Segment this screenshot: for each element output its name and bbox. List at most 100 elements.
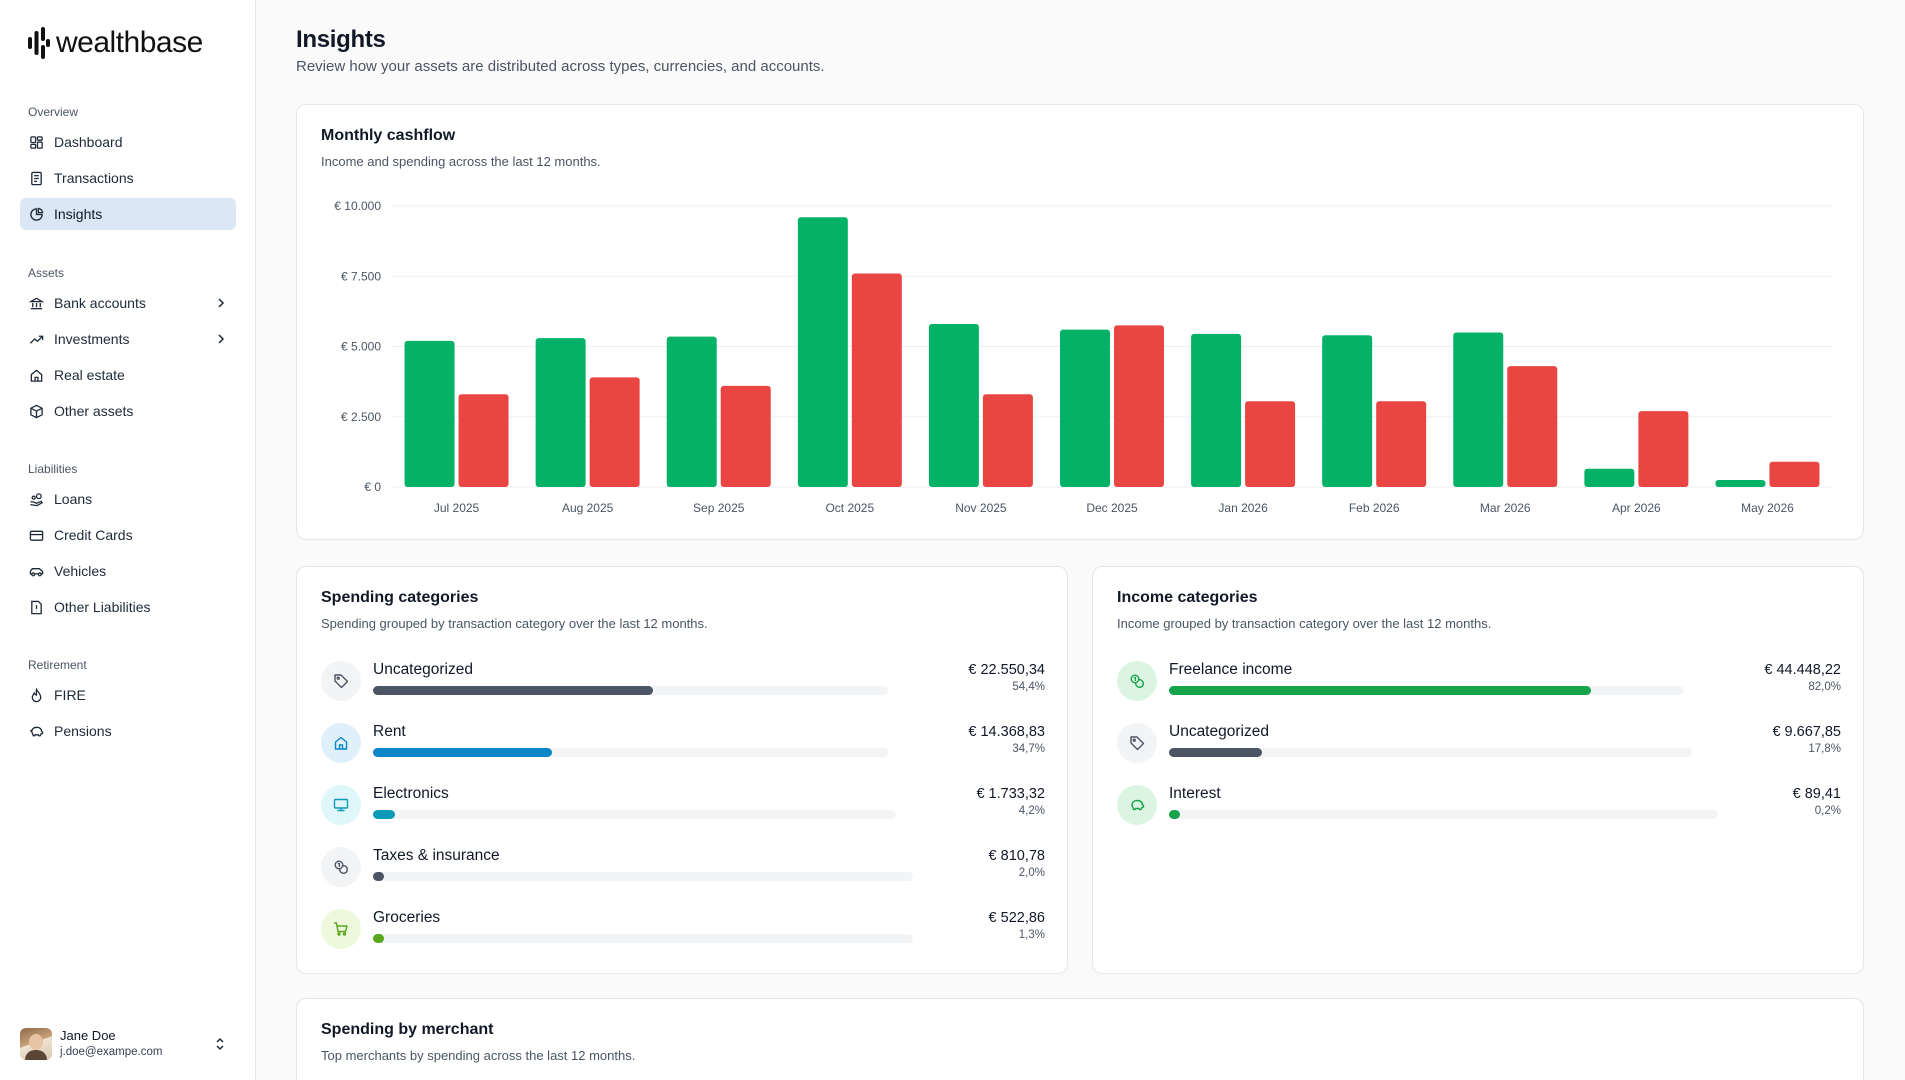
sidebar-item-transactions[interactable]: Transactions [20, 162, 236, 194]
category-name: Taxes & insurance [373, 847, 500, 864]
income-bar [666, 336, 717, 487]
nav-group-retirement: Retirement FIRE Pensions [20, 655, 236, 747]
category-bar-track [373, 934, 913, 943]
nav-group-overview: Overview Dashboard Transactions Insights [20, 102, 236, 230]
category-amount: € 44.448,22 [1764, 662, 1841, 678]
chevrons-up-down-icon[interactable] [212, 1036, 228, 1052]
spending-category-list: Uncategorized € 22.550,34 54,4% Rent € 14.36… [321, 661, 1045, 971]
sidebar-item-bank-accounts[interactable]: Bank accounts [20, 287, 236, 319]
hand-coins-icon [28, 491, 44, 507]
x-tick-label: Sep 2025 [693, 501, 745, 515]
x-tick-label: Dec 2025 [1086, 501, 1138, 515]
sidebar-item-label: Other assets [54, 403, 134, 419]
spending-bar [1245, 401, 1296, 487]
category-row[interactable]: Groceries € 522,86 1,3% [321, 909, 1045, 971]
sidebar-item-investments[interactable]: Investments [20, 323, 236, 355]
category-percent: 82,0% [1808, 681, 1841, 693]
income-bar [1322, 335, 1373, 487]
category-row[interactable]: Electronics € 1.733,32 4,2% [321, 785, 1045, 847]
nav-heading: Assets [28, 266, 65, 280]
category-amount: € 522,86 [988, 910, 1045, 926]
category-row[interactable]: Uncategorized € 22.550,34 54,4% [321, 661, 1045, 723]
monitor-icon [321, 785, 361, 825]
sidebar-item-credit-cards[interactable]: Credit Cards [20, 519, 236, 551]
sidebar-item-vehicles[interactable]: Vehicles [20, 555, 236, 587]
category-percent: 34,7% [1012, 743, 1045, 755]
sidebar-item-label: Other Liabilities [54, 599, 151, 615]
bank-icon [28, 295, 44, 311]
spending-by-merchant-card: Spending by merchant Top merchants by sp… [296, 998, 1864, 1080]
user-menu[interactable]: Jane Doe j.doe@exampe.com [20, 1026, 236, 1062]
piggy-bank-icon [28, 723, 44, 739]
income-bar [404, 340, 455, 487]
income-bar [1453, 332, 1504, 487]
spending-bar [982, 394, 1033, 487]
tag-icon [1117, 723, 1157, 763]
sidebar-item-real-estate[interactable]: Real estate [20, 359, 236, 391]
sidebar-item-label: Dashboard [54, 134, 123, 150]
y-tick-label: € 2.500 [341, 410, 381, 424]
category-row[interactable]: Rent € 14.368,83 34,7% [321, 723, 1045, 785]
file-alert-icon [28, 599, 44, 615]
income-bar [1060, 329, 1110, 487]
sidebar-item-label: FIRE [54, 687, 86, 703]
category-amount: € 810,78 [988, 848, 1045, 864]
category-bar-track [1169, 748, 1692, 757]
category-row[interactable]: Interest € 89,41 0,2% [1117, 785, 1841, 847]
category-bar-fill [1169, 810, 1180, 819]
sidebar-item-pensions[interactable]: Pensions [20, 715, 236, 747]
sidebar: wealthbase Overview Dashboard Transactio… [0, 0, 256, 1080]
car-icon [28, 563, 44, 579]
x-tick-label: May 2026 [1741, 501, 1794, 515]
spending-bar [1114, 325, 1164, 487]
sidebar-item-fire[interactable]: FIRE [20, 679, 236, 711]
y-tick-label: € 7.500 [341, 269, 381, 283]
sidebar-item-other-assets[interactable]: Other assets [20, 395, 236, 427]
category-name: Rent [373, 723, 406, 740]
card-subtitle: Top merchants by spending across the las… [321, 1048, 636, 1063]
category-bar-fill [373, 686, 653, 695]
page-subtitle: Review how your assets are distributed a… [296, 58, 825, 75]
user-name: Jane Doe [60, 1028, 116, 1043]
receipt-icon [28, 170, 44, 186]
income-bar [1715, 479, 1766, 487]
card-subtitle: Spending grouped by transaction category… [321, 616, 708, 631]
category-bar-fill [373, 934, 384, 943]
card-title: Spending by merchant [321, 1021, 494, 1038]
home-icon [321, 723, 361, 763]
category-row[interactable]: Taxes & insurance € 810,78 2,0% [321, 847, 1045, 909]
sidebar-item-label: Investments [54, 331, 130, 347]
income-bar [535, 338, 586, 487]
chevron-right-icon[interactable] [214, 296, 228, 310]
brand-name: wealthbase [56, 26, 203, 59]
category-name: Freelance income [1169, 661, 1293, 678]
category-bar-fill [1169, 748, 1263, 757]
category-row[interactable]: Freelance income € 44.448,22 82,0% [1117, 661, 1841, 723]
card-subtitle: Income and spending across the last 12 m… [321, 154, 601, 169]
sidebar-item-label: Bank accounts [54, 295, 146, 311]
sidebar-item-label: Pensions [54, 723, 112, 739]
cart-icon [321, 909, 361, 949]
card-title: Spending categories [321, 589, 479, 606]
category-percent: 2,0% [1018, 867, 1045, 879]
category-name: Electronics [373, 785, 449, 802]
sidebar-item-dashboard[interactable]: Dashboard [20, 126, 236, 158]
category-amount: € 22.550,34 [968, 662, 1045, 678]
category-bar-track [373, 810, 896, 819]
wealthbase-logo-icon [28, 27, 50, 59]
category-percent: 54,4% [1012, 681, 1045, 693]
sidebar-item-other-liabilities[interactable]: Other Liabilities [20, 591, 236, 623]
sidebar-item-loans[interactable]: Loans [20, 483, 236, 515]
user-info: Jane Doe j.doe@exampe.com [60, 1028, 162, 1060]
category-bar-fill [373, 748, 552, 757]
sidebar-item-insights[interactable]: Insights [20, 198, 236, 230]
category-row[interactable]: Uncategorized € 9.667,85 17,8% [1117, 723, 1841, 785]
chevron-right-icon[interactable] [214, 332, 228, 346]
nav-group-liabilities: Liabilities Loans Credit Cards Vehicles … [20, 459, 236, 623]
spending-bar [720, 385, 771, 487]
brand-logo[interactable]: wealthbase [28, 26, 203, 60]
category-bar-track [1169, 810, 1718, 819]
income-bar [928, 324, 979, 487]
category-amount: € 14.368,83 [968, 724, 1045, 740]
trending-up-icon [28, 331, 44, 347]
